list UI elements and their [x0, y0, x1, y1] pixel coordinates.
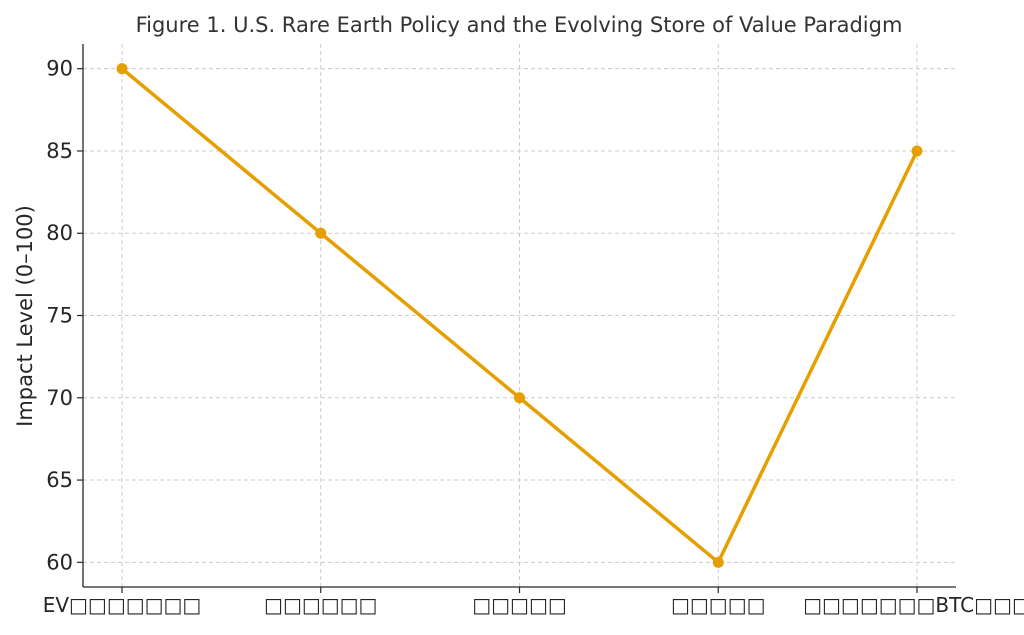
- data-point: [514, 392, 525, 404]
- grid: [83, 44, 956, 587]
- y-tick-label: 75: [46, 304, 73, 328]
- series-marks: [116, 63, 923, 568]
- y-tick-label: 65: [46, 468, 73, 492]
- y-axis-label: Impact Level (0–100): [13, 205, 37, 427]
- x-tick-label: □□□□□: [472, 593, 566, 617]
- x-tick-label: □□□□□□□BTC□□□: [803, 593, 1024, 617]
- x-tick-label: EV□□□□□□□: [43, 593, 202, 617]
- y-tick-label: 60: [46, 550, 73, 574]
- x-tick-label: □□□□□□: [264, 593, 377, 617]
- y-tick-label: 85: [46, 139, 73, 163]
- x-tick-label: □□□□□: [671, 593, 765, 617]
- data-point: [116, 63, 128, 75]
- chart-title: Figure 1. U.S. Rare Earth Policy and the…: [136, 13, 903, 37]
- data-point: [315, 227, 327, 239]
- data-point: [911, 145, 923, 157]
- data-point: [712, 556, 724, 568]
- y-tick-label: 70: [46, 386, 73, 410]
- y-tick-label: 90: [46, 57, 73, 81]
- y-tick-label: 80: [46, 221, 73, 245]
